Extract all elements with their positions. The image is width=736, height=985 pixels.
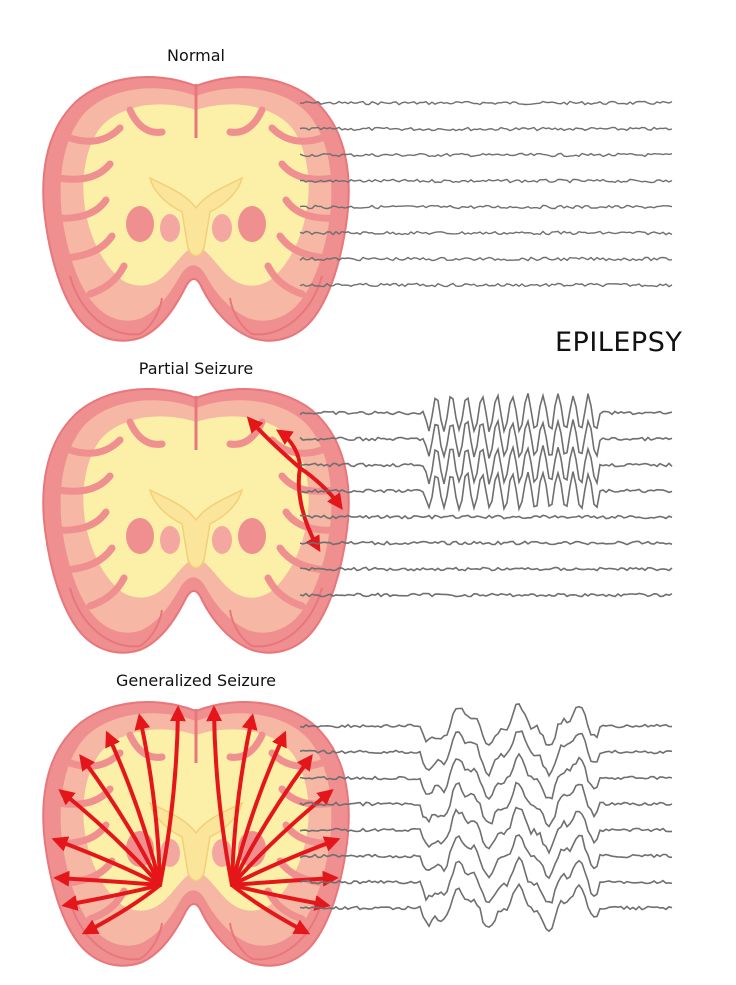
brain-generalized	[43, 702, 348, 966]
seizure-spread-arrow	[158, 705, 186, 887]
seizure-spread-arrow	[61, 883, 162, 911]
seizure-spread-arrow	[51, 836, 162, 887]
eeg-trace-line	[299, 781, 673, 828]
generalized-seizure-arrows	[51, 705, 341, 935]
eeg-trace-line	[299, 392, 673, 435]
eeg-trace-line	[299, 806, 673, 855]
seizure-spread-arrow	[298, 466, 343, 510]
seizure-spread-arrow	[230, 883, 331, 911]
seizure-spread-arrow	[230, 754, 313, 887]
diagram-title: EPILEPSY	[555, 327, 683, 358]
eeg-trace-line	[299, 566, 673, 572]
seizure-spread-arrow	[134, 713, 162, 887]
panel-label-generalized: Generalized Seizure	[115, 671, 277, 690]
seizure-spread-arrow	[230, 730, 287, 887]
eeg-trace-line	[299, 470, 673, 513]
brain-normal	[43, 77, 348, 341]
partial-seizure-arrows	[246, 416, 343, 553]
seizure-spread-arrow	[230, 883, 311, 935]
eeg-trace-line	[299, 256, 673, 262]
seizure-spread-arrow	[230, 713, 258, 887]
eeg-trace-line	[299, 230, 673, 236]
panel-label-normal: Normal	[167, 46, 225, 65]
eeg-trace-line	[299, 126, 673, 132]
seizure-spread-arrow	[296, 466, 321, 553]
eeg-trace-line	[299, 882, 673, 933]
seizure-spread-arrow	[230, 788, 334, 887]
eeg-trace-line	[299, 100, 673, 106]
eeg-traces-generalized	[299, 702, 673, 933]
eeg-trace-line	[299, 514, 673, 520]
eeg-traces-partial	[299, 392, 673, 598]
eeg-trace-line	[299, 418, 673, 460]
eeg-trace-line	[299, 702, 673, 746]
seizure-spread-arrow	[230, 870, 339, 887]
eeg-trace-line	[299, 856, 673, 904]
brain-partial	[43, 389, 348, 653]
eeg-trace-line	[299, 752, 673, 801]
panel-label-partial: Partial Seizure	[138, 359, 254, 378]
eeg-trace-line	[299, 204, 673, 210]
seizure-spread-arrow	[79, 754, 162, 887]
eeg-trace-line	[299, 444, 673, 486]
eeg-traces-normal	[299, 100, 673, 288]
seizure-spread-arrow	[276, 429, 302, 470]
eeg-trace-line	[299, 834, 673, 880]
seizure-spread-arrow	[53, 870, 162, 887]
eeg-trace-line	[299, 282, 673, 288]
seizure-spread-arrow	[58, 788, 162, 887]
eeg-trace-line	[299, 540, 673, 546]
seizure-spread-arrow	[206, 705, 234, 887]
eeg-trace-line	[299, 152, 673, 158]
eeg-trace-line	[299, 730, 673, 778]
eeg-trace-line	[299, 178, 673, 184]
seizure-spread-arrow	[105, 730, 162, 887]
seizure-spread-arrow	[246, 416, 302, 470]
eeg-trace-line	[299, 592, 673, 598]
seizure-spread-arrow	[230, 836, 341, 887]
seizure-spread-arrow	[81, 883, 162, 935]
